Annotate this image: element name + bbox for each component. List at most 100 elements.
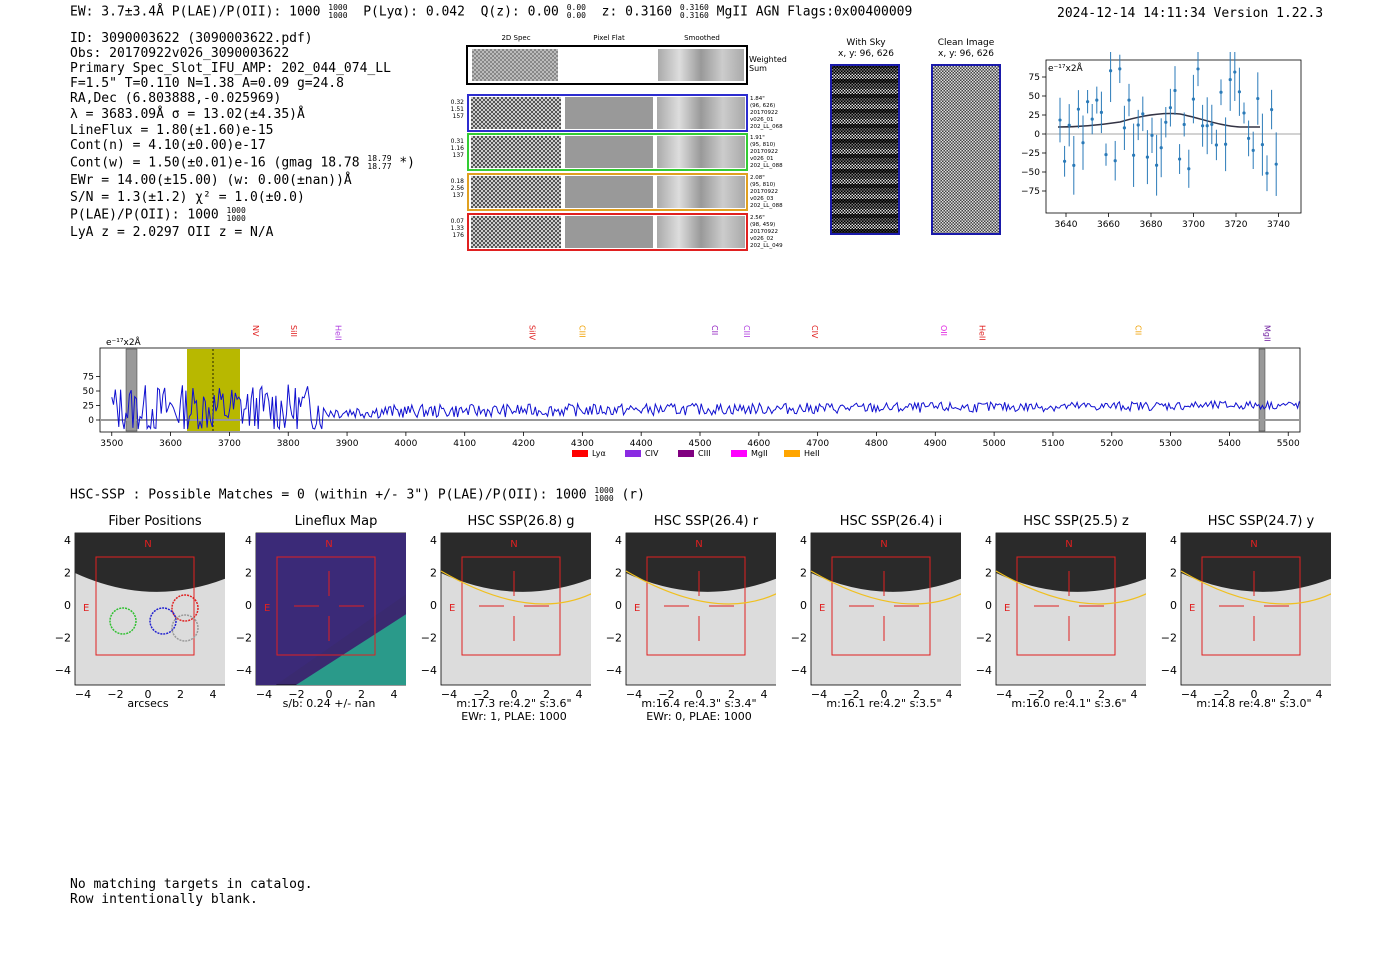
- zoom-data-point: [1104, 153, 1108, 157]
- zoom-data-point: [1095, 98, 1099, 102]
- thumb-xlabel-line: EWr: 1, PLAE: 1000: [461, 710, 567, 723]
- thumb-title: HSC SSP(26.4) i: [839, 514, 943, 529]
- lineflux-background: [256, 533, 406, 685]
- thumb-x-label: 4: [576, 688, 583, 701]
- spectral-line-label: SiIV: [527, 325, 536, 341]
- with-sky-title: With Sky x, y: 96, 626: [838, 38, 894, 59]
- spectrum-x-label: 4300: [571, 439, 594, 449]
- with-sky-image: [830, 64, 900, 235]
- thumb-x-label: 0: [696, 688, 703, 701]
- thumb-x-label: −4: [256, 688, 272, 701]
- thumb-xlabel-line: m:16.0 re:4.1" s:3.6": [1011, 697, 1127, 710]
- thumb-y-label: −2: [421, 632, 437, 645]
- aperture-box: [646, 556, 746, 656]
- fiber-circle: [109, 607, 137, 635]
- legend-label: Lyα: [592, 449, 606, 458]
- spectrum-x-label: 3700: [218, 439, 241, 449]
- zoom-data-point: [1067, 123, 1071, 127]
- fiber-right-value: 202_LL_088: [750, 203, 783, 209]
- thumb-x-label: −2: [1028, 688, 1044, 701]
- thumb-xlabel-line: arcsecs: [127, 697, 169, 710]
- spectrum-legend: Lyα CIV CIII MgII HeII: [572, 449, 820, 458]
- thumb-y-label: −2: [1161, 632, 1177, 645]
- fiber-left-value: 1.51: [450, 106, 464, 113]
- zoom-data-point: [1090, 117, 1094, 121]
- legend-label: MgII: [751, 449, 768, 458]
- crosshair: [1034, 571, 1104, 641]
- zoom-data-point: [1141, 112, 1145, 116]
- zoom-data-point: [1076, 107, 1080, 111]
- fiber-right-label: 2.56" (98, 459) 20170922 v026_02 202_LL_049: [750, 215, 800, 250]
- thumb-y-label: 2: [430, 567, 437, 580]
- crosshair: [664, 571, 734, 641]
- legend-label: HeII: [804, 449, 820, 458]
- thumb-y-label: 0: [615, 599, 622, 612]
- thumb-y-label: −2: [606, 632, 622, 645]
- thumb-x-label: 4: [946, 688, 953, 701]
- zoom-x-ticks: 3640 3660 3680 3700 3720 3740: [1055, 213, 1290, 230]
- spectral-line-label: CIV: [810, 325, 819, 339]
- zoom-x-label: 3660: [1097, 220, 1120, 230]
- fiber-right-label: 1.84" (96, 626) 20170922 v026_01 202_LL_068: [750, 96, 800, 131]
- thumb-panel: 4 2 0 −2 −4 −4 −2 0 2 4 N E: [236, 532, 406, 701]
- thumb-x-label: 4: [1131, 688, 1138, 701]
- fiber-right-value: v026_02: [750, 236, 774, 242]
- zoom-y-label: 75: [1029, 73, 1040, 83]
- zoom-data-point: [1132, 153, 1136, 157]
- spectrum-x-ticks: 3500 3600 3700 3800 3900 4000 4100 4200 4300 4400…: [100, 432, 1300, 449]
- thumb-y-label: −4: [976, 664, 992, 677]
- thumb-y-label: −2: [976, 632, 992, 645]
- zoom-x-label: 3640: [1055, 220, 1078, 230]
- compass-east: E: [83, 603, 89, 614]
- spectrum-x-label: 5200: [1100, 439, 1123, 449]
- compass-north: N: [1250, 539, 1257, 550]
- fiber-left-value: 137: [452, 192, 464, 199]
- fiber-right-value: (96, 626): [750, 103, 776, 109]
- compass-north: N: [695, 539, 702, 550]
- thumb-y-label: 0: [985, 599, 992, 612]
- thumb-y-label: 4: [245, 534, 252, 547]
- fiber-left-label: 0.32 1.51 157: [444, 99, 464, 120]
- fiber-right-value: 202_LL_068: [750, 124, 783, 130]
- ellipse-arc: [625, 570, 776, 605]
- clean-image-title: Clean Image x, y: 96, 626: [937, 38, 995, 59]
- spectrum-y-label: 25: [83, 402, 94, 412]
- zoom-y-label: −25: [1021, 149, 1040, 159]
- thumb-x-label: 4: [391, 688, 398, 701]
- zoom-data-point: [1182, 122, 1186, 127]
- zoom-data-point: [1081, 141, 1085, 145]
- fiber-right-label: 2.08" (95, 810) 20170922 v026_03 202_LL_088: [750, 175, 800, 210]
- fiber-right-value: 1.84": [750, 96, 765, 102]
- legend-label: CIV: [645, 449, 659, 458]
- header-flags: MgII AGN Flags:0x00400009: [716, 4, 913, 20]
- legend-swatch: [784, 450, 800, 457]
- thumb-x-label: −4: [811, 688, 827, 701]
- thumb-xlabel: m:16.4 re:4.3" s:3.4" EWr: 0, PLAE: 1000: [599, 697, 799, 723]
- fiber-right-label: 1.91" (95, 810) 20170922 v026_01 202_LL_088: [750, 135, 800, 170]
- spectral-line-markers: NV SiII HeII SiIV CIII CII CIII CIV OII HeII CII Mg…: [251, 325, 1272, 342]
- zoom-line-plot: e⁻¹⁷x2Å 75 50 25 0 −25 −50 −75 3640 3660 3680 370…: [1021, 52, 1302, 230]
- zoom-y-label: 50: [1029, 92, 1041, 102]
- zoom-x-label: 3700: [1182, 220, 1205, 230]
- fiber-left-value: 157: [452, 113, 464, 120]
- thumb-dark-region: [75, 533, 225, 592]
- fiber-right-value: 20170922: [750, 149, 778, 155]
- fiber-cutout-row: [467, 133, 748, 171]
- ellipse-arc: [1180, 570, 1331, 605]
- thumb-title: HSC SSP(25.5) z: [1023, 514, 1129, 529]
- fiber-left-value: 0.07: [450, 218, 464, 225]
- fiber-right-value: 1.91": [750, 135, 765, 141]
- zoom-data-point: [1201, 124, 1205, 128]
- thumb-x-label: −4: [441, 688, 457, 701]
- thumb-x-label: 0: [1251, 688, 1258, 701]
- spectrum-x-label: 4600: [747, 439, 770, 449]
- spectral-line-label: CIII: [577, 325, 586, 338]
- thumb-y-label: 0: [1170, 599, 1177, 612]
- aperture-box: [95, 556, 195, 656]
- aperture-box: [1016, 556, 1116, 656]
- thumb-y-label: −4: [55, 664, 71, 677]
- fiber-pixelflat: [565, 176, 653, 208]
- thumb-panel: 4 2 0 −2 −4 −4 −2 0 2 4 N E: [606, 532, 776, 701]
- ellipse-arc: [810, 570, 961, 605]
- thumb-y-label: 2: [985, 567, 992, 580]
